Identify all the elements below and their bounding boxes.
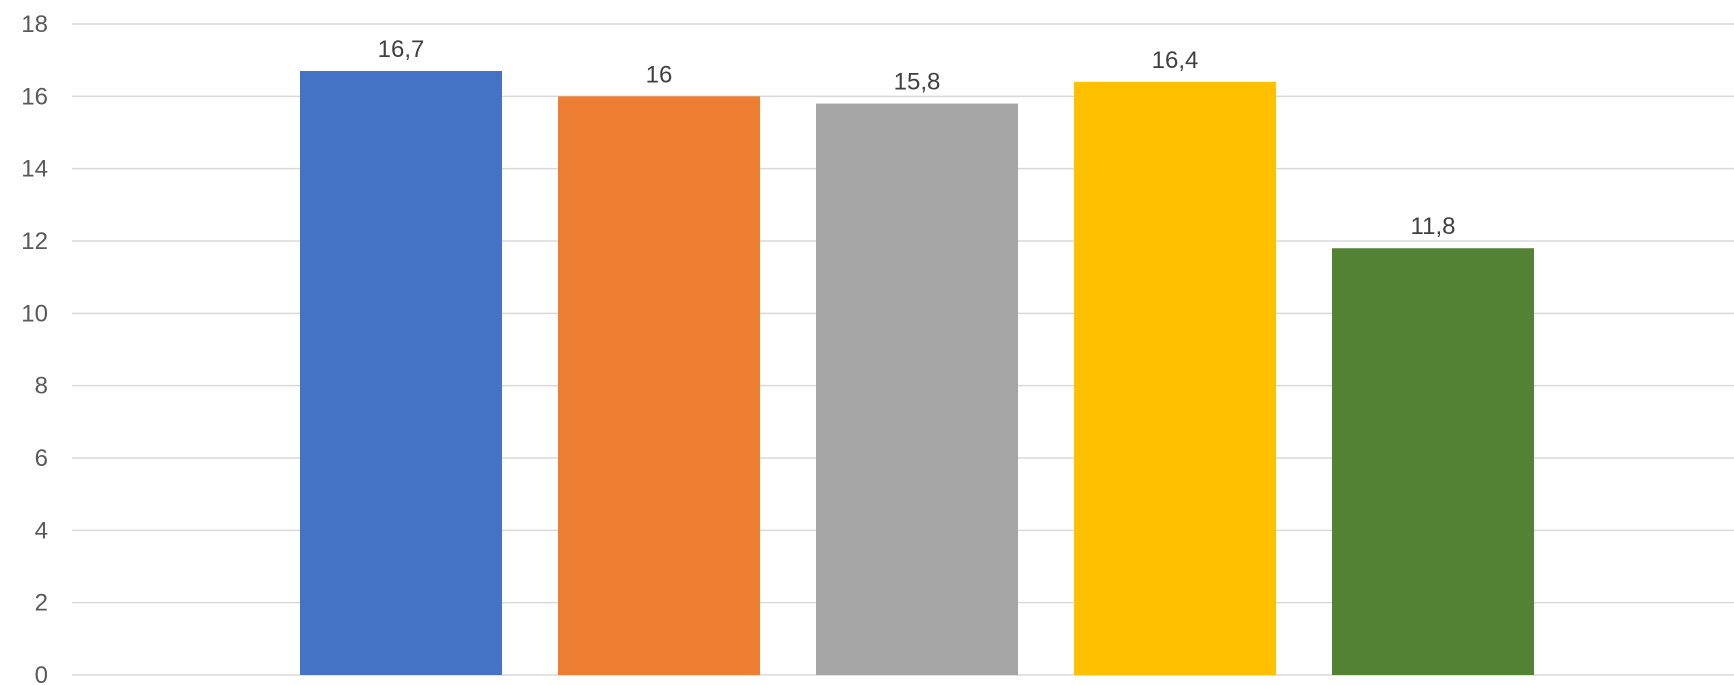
bar-5: [1332, 248, 1534, 675]
data-label-2: 16: [646, 61, 673, 88]
bar-1: [300, 71, 502, 676]
data-label-4: 16,4: [1152, 47, 1199, 74]
y-tick-label: 12: [21, 228, 48, 255]
bars: [300, 71, 1534, 676]
bar-2: [558, 96, 760, 676]
data-label-3: 15,8: [894, 69, 941, 96]
y-tick-label: 16: [21, 83, 48, 110]
y-tick-label: 10: [21, 300, 48, 327]
y-tick-label: 8: [35, 373, 48, 400]
data-label-5: 11,8: [1411, 213, 1456, 240]
bar-3: [816, 103, 1018, 676]
y-axis-ticks: 0 2 4 6 8 10 12 14 16 18: [21, 11, 48, 685]
y-tick-label: 18: [21, 11, 48, 38]
y-tick-label: 4: [35, 517, 48, 544]
y-tick-label: 6: [35, 445, 48, 472]
data-label-1: 16,7: [378, 36, 425, 63]
y-tick-label: 14: [21, 156, 48, 183]
y-tick-label: 0: [35, 662, 48, 685]
bar-4: [1074, 81, 1276, 675]
y-tick-label: 2: [35, 590, 48, 617]
data-labels: 16,7 16 15,8 16,4 11,8: [378, 36, 1456, 240]
